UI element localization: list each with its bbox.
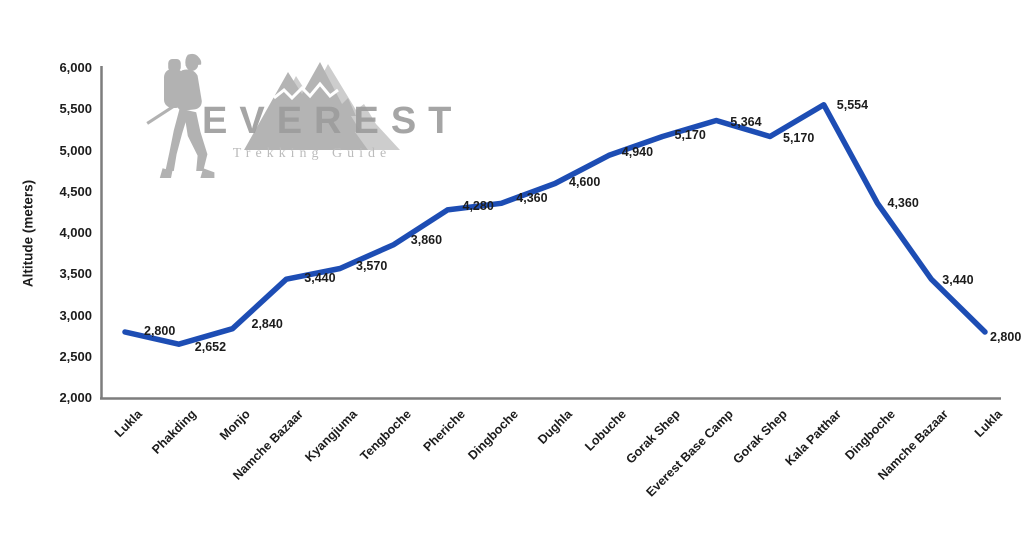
data-point-label: 2,800 [144, 324, 176, 338]
logo-subtitle: Trekking Guide [232, 146, 392, 161]
data-point-label: 4,360 [516, 191, 548, 206]
data-point-label: 4,360 [887, 196, 919, 211]
y-axis-tick-label: 2,000 [59, 390, 92, 405]
data-point-label: 3,570 [356, 258, 388, 273]
data-point-label: 5,170 [674, 127, 706, 142]
y-axis-tick-label: 5,500 [59, 101, 92, 117]
data-point-label: 5,364 [730, 114, 762, 129]
y-axis-tick-label: 6,000 [59, 60, 92, 75]
data-point-label: 4,280 [462, 198, 494, 213]
data-point-label: 5,170 [783, 130, 815, 145]
data-point-label: 3,440 [942, 273, 974, 288]
y-axis-tick-label: 3,000 [59, 307, 92, 323]
data-point-label: 2,840 [251, 316, 283, 331]
data-point-label: 4,940 [621, 145, 654, 160]
altitude-line [122, 102, 988, 347]
logo-title: EVEREST [202, 100, 464, 142]
data-point-label: 5,554 [836, 97, 869, 112]
data-point-label: 3,860 [410, 232, 443, 247]
y-axis-tick-label: 4,000 [59, 225, 92, 240]
y-axis-tick-label: 5,000 [59, 142, 92, 158]
y-axis-tick-label: 2,500 [59, 348, 92, 364]
trekker-icon [146, 53, 215, 178]
everest-logo: EVEREST Trekking Guide [0, 0, 480, 200]
y-axis-tick-label: 4,500 [59, 183, 92, 199]
data-point-label: 2,652 [194, 340, 227, 355]
data-point-label: 2,800 [990, 330, 1022, 344]
data-point-label: 4,600 [569, 174, 601, 189]
data-point-label: 3,440 [304, 271, 336, 286]
y-axis-tick-label: 3,500 [59, 266, 92, 282]
mountains-icon [244, 62, 400, 150]
